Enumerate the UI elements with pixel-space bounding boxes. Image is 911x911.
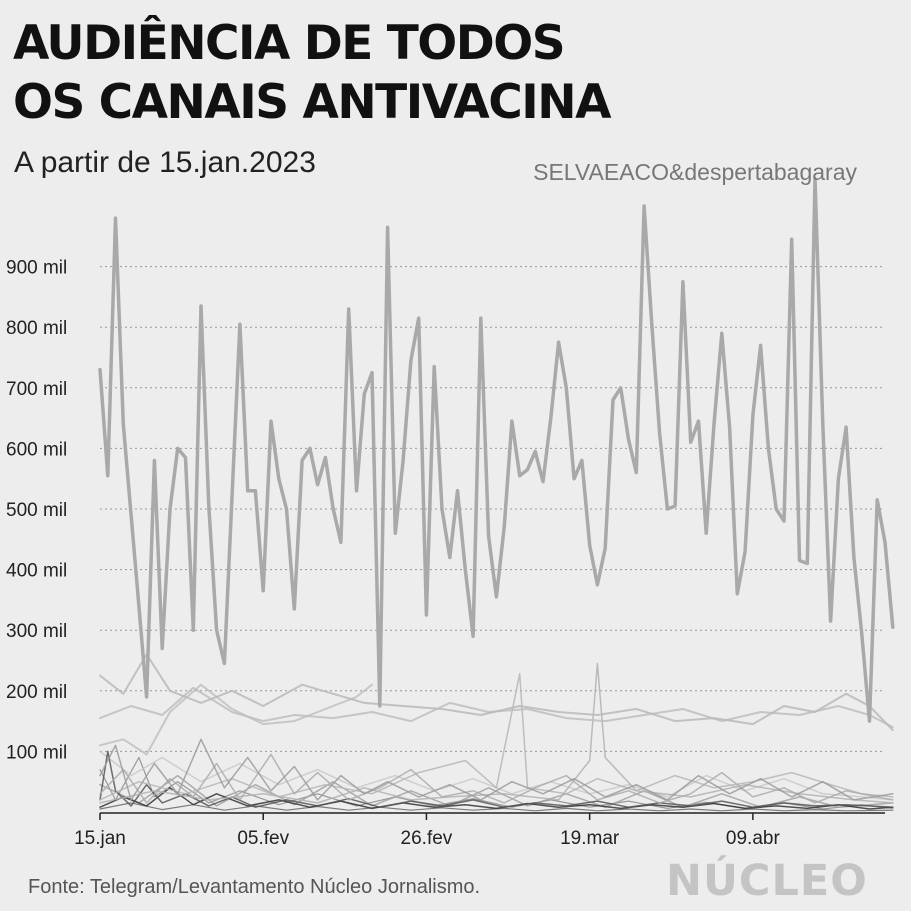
series-line xyxy=(99,753,894,804)
axes: 100 mil 200 mil 300 mil 400 mil 500 mil 600 m… xyxy=(6,258,885,849)
y-tick-label: 700 mil xyxy=(6,379,67,400)
series-line xyxy=(99,662,894,804)
series-annotation: SELVAEACO&despertabagaray xyxy=(533,159,857,185)
gridlines xyxy=(100,266,885,752)
y-tick-label: 100 mil xyxy=(6,742,67,763)
series-line xyxy=(99,738,894,801)
series-lines xyxy=(98,176,895,812)
y-tick-label: 800 mil xyxy=(6,318,67,339)
chart-title: AUDIÊNCIA DE TODOS OS CANAIS ANTIVACINA xyxy=(13,16,611,130)
nucleo-logo: NÚCLEO xyxy=(666,856,868,906)
x-tick-label: 09.abr xyxy=(726,828,781,849)
x-tick-label: 26.fev xyxy=(401,828,453,849)
y-tick-label: 200 mil xyxy=(6,682,67,703)
y-tick-label: 400 mil xyxy=(6,561,67,582)
y-tick-label: 900 mil xyxy=(6,258,67,279)
chart-subtitle: A partir de 15.jan.2023 xyxy=(14,146,316,179)
source-note: Fonte: Telegram/Levantamento Núcleo Jorn… xyxy=(28,876,481,898)
series-line xyxy=(99,802,894,812)
series-line xyxy=(99,683,373,756)
series-line-main xyxy=(98,176,895,723)
series-line xyxy=(99,750,894,801)
series-line xyxy=(99,673,894,801)
y-tick-label: 600 mil xyxy=(6,439,67,460)
series-line xyxy=(99,750,894,808)
x-tick-label: 05.fev xyxy=(237,828,289,849)
x-tick-label: 15.jan xyxy=(74,828,126,849)
series-line xyxy=(99,653,894,732)
x-tick-label: 19.mar xyxy=(560,828,620,849)
y-tick-label: 300 mil xyxy=(6,621,67,642)
y-tick-label: 500 mil xyxy=(6,500,67,521)
series-line xyxy=(99,686,894,729)
